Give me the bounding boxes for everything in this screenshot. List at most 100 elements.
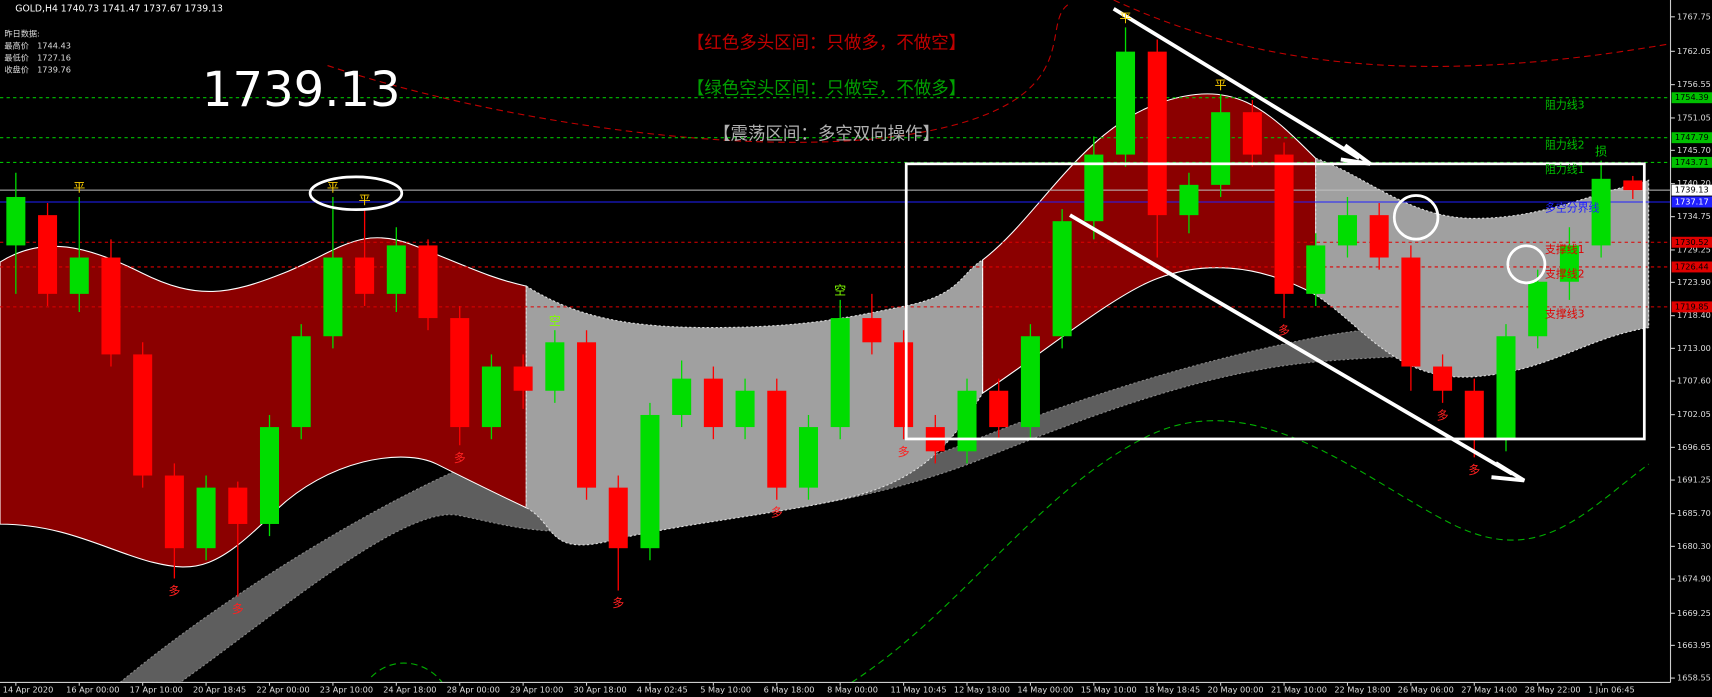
candles — [6, 27, 1643, 597]
candle-body — [672, 378, 692, 415]
x-tick-label: 15 May 10:00 — [1081, 685, 1137, 695]
candle-body — [1559, 245, 1579, 282]
envelope — [370, 420, 1650, 683]
x-tick-label: 29 Apr 10:00 — [510, 685, 563, 695]
x-tick-label: 21 May 10:00 — [1271, 685, 1327, 695]
level-name: 多空分界线 — [1545, 201, 1600, 215]
x-tick-label: 4 May 02:45 — [637, 685, 688, 695]
x-tick-label: 23 Apr 10:00 — [320, 685, 373, 695]
candle-body — [1147, 51, 1167, 216]
x-tick-label: 28 May 22:00 — [1525, 685, 1581, 695]
signal-marker: 空 — [549, 314, 561, 328]
annotation: 【震荡区间：多空双向操作】 — [713, 124, 940, 144]
x-tick-label: 1 Jun 06:45 — [1588, 685, 1635, 695]
signal-marker: 平 — [359, 193, 371, 207]
price-tag — [1671, 301, 1712, 313]
y-tick-label: 1723.90 — [1677, 277, 1711, 287]
signal-marker: 平 — [1215, 78, 1227, 92]
x-tick-label: 14 May 00:00 — [1017, 685, 1073, 695]
signal-marker: 多 — [612, 596, 624, 610]
price-tag-label: 1719.85 — [1675, 301, 1709, 311]
y-tick-label: 1658.55 — [1677, 673, 1711, 683]
x-tick-label: 30 Apr 18:00 — [573, 685, 626, 695]
signal-marker: 多 — [771, 505, 783, 519]
x-tick-label: 22 Apr 00:00 — [256, 685, 309, 695]
candle-body — [386, 245, 406, 294]
candle-body — [1401, 257, 1421, 367]
circle — [308, 175, 404, 212]
arrow — [1112, 7, 1372, 166]
candle-body — [1337, 215, 1357, 246]
x-tick-label: 27 May 14:00 — [1461, 685, 1517, 695]
candle-body — [577, 342, 597, 488]
candle-body — [481, 366, 501, 428]
x-tick-label: 6 May 18:00 — [764, 685, 815, 695]
level-name: 支撑线2 — [1545, 267, 1585, 281]
level-name: 阻力线1 — [1545, 162, 1585, 176]
y-tick-label: 1729.25 — [1677, 244, 1711, 254]
y-tick-label: 1745.70 — [1677, 145, 1711, 155]
box — [904, 162, 1646, 441]
x-tick-label: 12 May 18:00 — [954, 685, 1010, 695]
y-tick-label: 1685.70 — [1677, 508, 1711, 518]
level-name: 阻力线2 — [1545, 137, 1585, 151]
candle-body — [1623, 180, 1643, 191]
x-tick-label: 20 May 00:00 — [1208, 685, 1264, 695]
signal-marker: 多 — [898, 445, 910, 459]
info-label: 收盘价 — [4, 64, 29, 74]
bands — [0, 0, 1671, 683]
y-tick-label: 1734.75 — [1677, 211, 1711, 221]
candle-body — [767, 390, 787, 488]
level-name: 支撑线3 — [1545, 307, 1585, 321]
candle-body — [1306, 245, 1326, 294]
candle-body — [196, 487, 216, 549]
price-tag-label: 1730.52 — [1675, 237, 1709, 247]
axis-background — [1670, 0, 1712, 697]
candle-body — [228, 487, 248, 524]
y-tick-label: 1702.05 — [1677, 409, 1711, 419]
info-label: 最低价 — [4, 52, 29, 62]
candle-body — [640, 414, 660, 549]
x-tick-label: 5 May 10:00 — [700, 685, 751, 695]
y-tick-label: 1669.25 — [1677, 608, 1711, 618]
candle-body — [1116, 51, 1136, 155]
candle-body — [1591, 178, 1611, 246]
price-tag-label: 1743.71 — [1675, 157, 1709, 167]
y-tick-label: 1713.00 — [1677, 343, 1711, 353]
x-tick-label: 18 May 18:45 — [1144, 685, 1200, 695]
annotation: 【绿色空头区间：只做空，不做多】 — [687, 79, 966, 99]
price-tag — [1671, 261, 1712, 273]
price-tag-label: 1737.17 — [1675, 196, 1709, 206]
candle-body — [164, 475, 184, 549]
candle-body — [450, 318, 470, 428]
info-title: 昨日数据: — [4, 28, 39, 38]
candle-body — [6, 196, 26, 246]
candle-body — [1464, 390, 1484, 440]
y-tick-label: 1740.20 — [1677, 178, 1711, 188]
signal-marker: 多 — [168, 584, 180, 598]
level-name: 支撑线1 — [1545, 242, 1585, 256]
x-tick-label: 16 Apr 00:00 — [66, 685, 119, 695]
info-label: 最高价 — [4, 40, 29, 50]
candle-body — [1433, 366, 1453, 391]
candle-body — [1528, 281, 1548, 337]
levels — [0, 97, 1671, 308]
y-tick-label: 1674.90 — [1677, 574, 1711, 584]
candle-body — [545, 342, 565, 391]
price-tag — [1671, 184, 1712, 196]
signal-marker: 平 — [327, 181, 339, 195]
candle-body — [1052, 221, 1072, 337]
candle-body — [830, 318, 850, 428]
envelope — [327, 0, 1671, 143]
x-tick-label: 17 Apr 10:00 — [130, 685, 183, 695]
signal-marker: 多 — [454, 451, 466, 465]
candle-body — [323, 257, 343, 337]
price-tag — [1671, 196, 1712, 208]
price-tag-label: 1747.79 — [1675, 132, 1709, 142]
x-tick-label: 20 Apr 18:45 — [193, 685, 246, 695]
big-price: 1739.13 — [202, 62, 401, 118]
signal-marker: 损 — [1595, 144, 1607, 158]
drawings — [308, 7, 1646, 483]
x-tick-label: 28 Apr 00:00 — [447, 685, 500, 695]
